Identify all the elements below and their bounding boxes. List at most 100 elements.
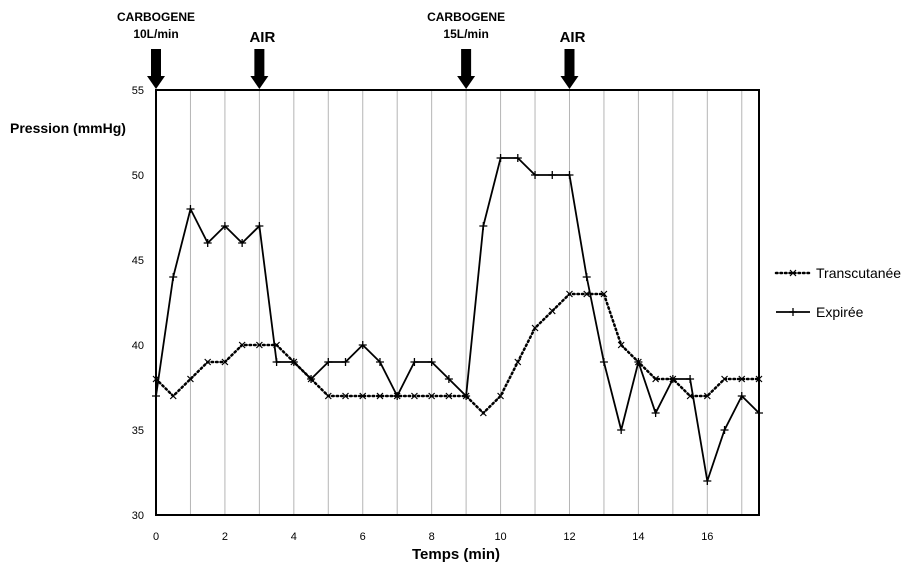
data-point bbox=[514, 358, 522, 366]
x-tick-label: 12 bbox=[563, 531, 575, 543]
data-point bbox=[187, 375, 194, 383]
x-tick-label: 2 bbox=[222, 531, 228, 543]
data-point bbox=[359, 392, 367, 400]
data-point bbox=[617, 426, 626, 434]
data-point bbox=[634, 358, 643, 366]
data-point bbox=[720, 426, 729, 434]
data-point bbox=[565, 171, 574, 179]
data-point bbox=[204, 358, 212, 366]
data-point bbox=[479, 409, 487, 417]
arrow-icon bbox=[457, 49, 476, 89]
data-point bbox=[169, 273, 178, 281]
legend-label: Expirée bbox=[816, 304, 864, 320]
data-point bbox=[376, 392, 384, 400]
y-axis-label: Pression (mmHg) bbox=[10, 120, 126, 136]
data-point bbox=[221, 358, 229, 366]
data-point bbox=[152, 392, 160, 400]
data-point bbox=[307, 375, 316, 383]
data-point bbox=[479, 222, 488, 230]
data-point bbox=[755, 409, 763, 417]
legend-marker bbox=[789, 269, 797, 277]
arrow-icon bbox=[147, 49, 165, 89]
plot-frame bbox=[155, 89, 760, 516]
legend-label: Transcutanée bbox=[816, 265, 901, 281]
data-point bbox=[444, 375, 453, 383]
data-point bbox=[342, 392, 349, 400]
series-line bbox=[154, 292, 761, 415]
data-point bbox=[428, 392, 436, 400]
data-point bbox=[324, 392, 332, 400]
x-tick-label: 14 bbox=[632, 531, 644, 543]
series-line bbox=[155, 157, 760, 482]
data-point bbox=[427, 358, 436, 366]
annotation-label: CARBOGENE bbox=[117, 10, 195, 24]
data-point bbox=[703, 477, 712, 485]
data-point bbox=[703, 392, 711, 400]
data-point bbox=[617, 341, 625, 349]
x-tick-label: 10 bbox=[494, 531, 506, 543]
data-point bbox=[411, 392, 418, 400]
data-point bbox=[186, 205, 195, 213]
tick-labels: 0 2 4 6 8 10 12 14 16 30 35 40 45 50 55 bbox=[132, 85, 714, 543]
data-point bbox=[737, 392, 746, 400]
annotation-label: AIR bbox=[249, 29, 275, 46]
data-point bbox=[445, 392, 453, 400]
data-point bbox=[652, 375, 660, 383]
data-point bbox=[566, 290, 573, 298]
y-tick-label: 35 bbox=[132, 425, 144, 437]
data-point bbox=[721, 375, 728, 383]
data-point bbox=[755, 375, 763, 383]
data-point bbox=[393, 392, 402, 400]
grid bbox=[189, 90, 743, 515]
annotations: CARBOGENE 10L/min AIR CARBOGENE 15L/min AIR bbox=[117, 10, 586, 89]
data-point bbox=[600, 290, 608, 298]
x-tick-label: 6 bbox=[360, 531, 366, 543]
data-point bbox=[583, 290, 591, 298]
data-point bbox=[548, 171, 557, 179]
series-layer bbox=[152, 154, 763, 485]
x-tick-label: 4 bbox=[291, 531, 297, 543]
y-tick-label: 50 bbox=[132, 170, 144, 182]
data-point bbox=[496, 154, 505, 162]
data-point bbox=[531, 324, 539, 332]
data-point bbox=[272, 358, 281, 366]
arrow-icon bbox=[560, 49, 579, 89]
x-tick-label: 0 bbox=[153, 531, 159, 543]
annotation-label: AIR bbox=[560, 29, 586, 46]
data-point bbox=[203, 239, 212, 247]
data-point bbox=[410, 358, 419, 366]
data-point bbox=[462, 392, 471, 400]
arrow-icon bbox=[250, 49, 269, 89]
data-point bbox=[255, 222, 264, 230]
data-point bbox=[375, 358, 384, 366]
x-axis-label: Temps (min) bbox=[412, 546, 500, 563]
data-point bbox=[220, 222, 229, 230]
data-point bbox=[238, 341, 246, 349]
data-point bbox=[341, 358, 350, 366]
x-tick-label: 16 bbox=[701, 531, 713, 543]
annotation-label: CARBOGENE bbox=[427, 10, 505, 24]
data-point bbox=[686, 375, 695, 383]
y-tick-label: 30 bbox=[132, 510, 144, 522]
data-point bbox=[582, 273, 591, 281]
data-point bbox=[238, 239, 247, 247]
data-point bbox=[358, 341, 367, 349]
annotation-label: 10L/min bbox=[133, 27, 178, 41]
annotation-label: 15L/min bbox=[443, 27, 488, 41]
x-tick-label: 8 bbox=[429, 531, 435, 543]
data-point bbox=[324, 358, 333, 366]
legend-marker bbox=[789, 308, 797, 316]
data-point bbox=[497, 392, 504, 400]
data-point bbox=[531, 171, 540, 179]
data-point bbox=[289, 358, 298, 366]
data-point bbox=[668, 375, 677, 383]
legend: Transcutanée Expirée bbox=[774, 265, 901, 320]
data-point bbox=[548, 307, 556, 315]
data-point bbox=[738, 375, 746, 383]
data-point bbox=[169, 392, 177, 400]
y-tick-label: 55 bbox=[132, 85, 144, 97]
data-point bbox=[599, 358, 608, 366]
data-point bbox=[513, 154, 522, 162]
